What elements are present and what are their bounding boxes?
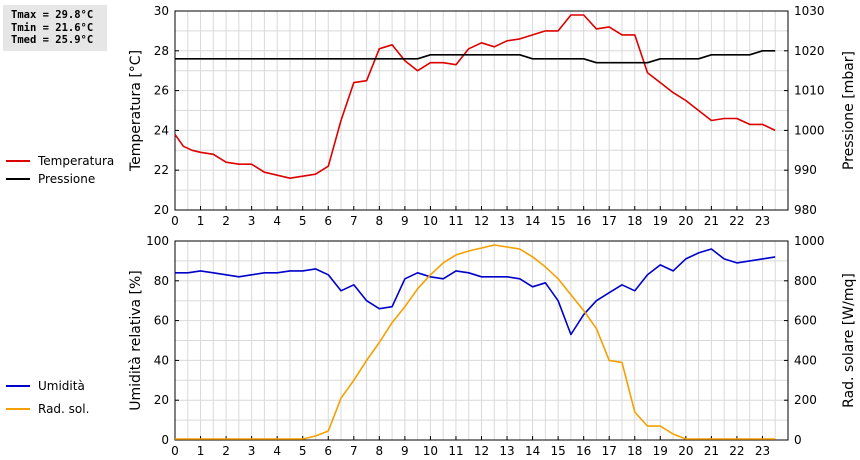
- stats-box: Tmax = 29.8°C Tmin = 21.6°C Tmed = 25.9°…: [3, 5, 107, 51]
- hum-chart-x-tick-label: 6: [324, 444, 332, 458]
- hum-chart-x-tick-label: 15: [550, 444, 565, 458]
- hum-chart-x-tick-label: 13: [499, 444, 514, 458]
- temp-chart-series-0-line: [174, 14, 776, 179]
- temp-chart-x-tick-label: 0: [171, 214, 179, 228]
- hum-chart-x-tick-label: 2: [222, 444, 230, 458]
- hum-chart-left-tick-label: 100: [146, 234, 169, 248]
- hum-chart-right-tick-label: 400: [794, 353, 817, 367]
- temp-chart-left-tick-label: 26: [154, 84, 169, 98]
- temp-chart-x-tick-label: 13: [499, 214, 514, 228]
- temp-chart-x-tick-label: 3: [248, 214, 256, 228]
- hum-chart-left-axis-label: Umidità relativa [%]: [128, 270, 144, 411]
- temp-chart-x-tick-label: 12: [474, 214, 489, 228]
- hum-chart-x-tick-label: 22: [729, 444, 744, 458]
- hum-chart-left-tick-label: 40: [154, 353, 169, 367]
- temp-chart-x-tick-label: 4: [273, 214, 281, 228]
- temp-chart-x-tick-label: 1: [197, 214, 205, 228]
- temp-chart-x-tick-label: 19: [653, 214, 668, 228]
- temp-chart-x-tick-label: 22: [729, 214, 744, 228]
- hum-chart-x-tick-label: 3: [248, 444, 256, 458]
- hum-chart-x-tick-label: 21: [704, 444, 719, 458]
- temp-chart-right-tick-label: 1020: [794, 44, 825, 58]
- hum-chart-left-tick-label: 20: [154, 393, 169, 407]
- hum-chart-x-tick-label: 17: [602, 444, 617, 458]
- temp-chart-x-tick-label: 8: [376, 214, 384, 228]
- hum-chart-series-1-line: [175, 244, 776, 440]
- temp-chart-right-tick-label: 1030: [794, 4, 825, 18]
- hum-chart-x-tick-label: 12: [474, 444, 489, 458]
- hum-chart-x-tick-label: 20: [678, 444, 693, 458]
- temp-chart-series-1-line: [175, 49, 776, 64]
- temp-chart-legend-label-0: Temperatura: [37, 154, 114, 168]
- temp-chart-left-tick-label: 28: [154, 44, 169, 58]
- temp-chart-right-axis-label: Pressione [mbar]: [841, 51, 857, 170]
- temp-chart-left-tick-label: 20: [154, 203, 169, 217]
- hum-chart-x-tick-label: 14: [525, 444, 540, 458]
- hum-chart-x-tick-label: 9: [401, 444, 409, 458]
- temp-chart-x-tick-label: 18: [627, 214, 642, 228]
- hum-chart-series-0-line: [175, 248, 776, 336]
- hum-chart-right-tick-label: 200: [794, 393, 817, 407]
- temp-chart-x-tick-label: 10: [423, 214, 438, 228]
- temp-chart-left-axis-label: Temperatura [°C]: [128, 50, 144, 172]
- hum-chart-x-tick-label: 7: [350, 444, 358, 458]
- hum-chart-x-tick-label: 11: [448, 444, 463, 458]
- hum-chart-legend-label-1: Rad. sol.: [38, 402, 89, 416]
- hum-chart-x-tick-label: 19: [653, 444, 668, 458]
- temp-chart-x-tick-label: 23: [755, 214, 770, 228]
- temp-chart-x-tick-label: 17: [602, 214, 617, 228]
- temp-chart-x-tick-label: 11: [448, 214, 463, 228]
- hum-chart-left-tick-label: 60: [154, 314, 169, 328]
- hum-chart-left-tick-label: 80: [154, 274, 169, 288]
- temp-chart-right-tick-label: 1000: [794, 123, 825, 137]
- hum-chart-x-tick-label: 16: [576, 444, 591, 458]
- temp-chart-x-tick-label: 2: [222, 214, 230, 228]
- tmin-label: Tmin = 21.6°C: [11, 21, 94, 34]
- hum-chart-legend-label-0: Umidità: [38, 379, 85, 393]
- hum-chart-x-tick-label: 0: [171, 444, 179, 458]
- hum-chart-right-tick-label: 600: [794, 314, 817, 328]
- hum-chart-x-tick-label: 23: [755, 444, 770, 458]
- hum-chart-right-tick-label: 800: [794, 274, 817, 288]
- hum-chart-x-tick-label: 8: [376, 444, 384, 458]
- temp-chart-x-tick-label: 9: [401, 214, 409, 228]
- hum-chart-x-tick-label: 18: [627, 444, 642, 458]
- hum-chart-right-tick-label: 1000: [794, 234, 825, 248]
- temp-chart-x-tick-label: 21: [704, 214, 719, 228]
- temp-chart-x-tick-label: 7: [350, 214, 358, 228]
- temp-chart-right-tick-label: 980: [794, 203, 817, 217]
- temp-chart-x-tick-label: 20: [678, 214, 693, 228]
- temp-chart-right-tick-label: 990: [794, 163, 817, 177]
- temp-chart-x-tick-label: 15: [550, 214, 565, 228]
- temp-chart-left-tick-label: 22: [154, 163, 169, 177]
- tmed-label: Tmed = 25.9°C: [11, 34, 94, 46]
- hum-chart-right-axis-label: Rad. solare [W/mq]: [841, 273, 857, 408]
- temp-chart-x-tick-label: 5: [299, 214, 307, 228]
- hum-chart-x-tick-label: 4: [273, 444, 281, 458]
- hum-chart-x-tick-label: 5: [299, 444, 307, 458]
- hum-chart-x-tick-label: 10: [423, 444, 438, 458]
- hum-chart-x-tick-label: 1: [197, 444, 205, 458]
- temp-chart-left-tick-label: 30: [154, 4, 169, 18]
- temp-chart-right-tick-label: 1010: [794, 84, 825, 98]
- hum-chart-right-tick-label: 0: [794, 433, 802, 447]
- temp-chart-x-tick-label: 14: [525, 214, 540, 228]
- tmax-label: Tmax = 29.8°C: [11, 9, 94, 21]
- temp-chart-left-tick-label: 24: [154, 123, 169, 137]
- hum-chart-left-tick-label: 0: [161, 433, 169, 447]
- temp-chart-legend-label-1: Pressione: [38, 172, 95, 186]
- temp-chart-x-tick-label: 16: [576, 214, 591, 228]
- temp-chart-x-tick-label: 6: [324, 214, 332, 228]
